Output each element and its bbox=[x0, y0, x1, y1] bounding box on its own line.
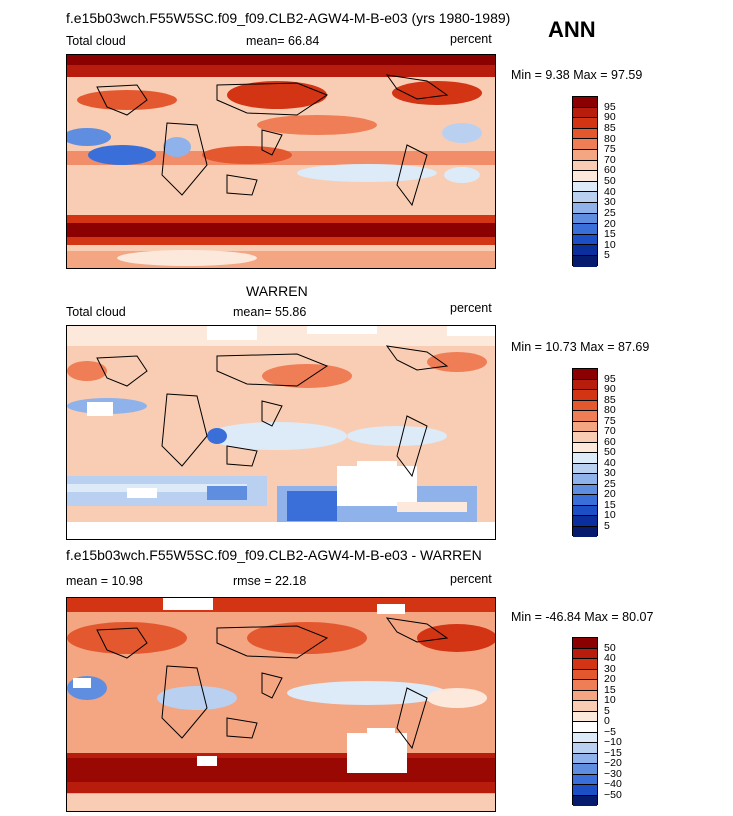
panel2-colorbar-tick: 95 bbox=[604, 372, 616, 385]
panel3-colorbar-tick: 40 bbox=[604, 652, 616, 664]
panel1-colorbar-tick: 25 bbox=[604, 206, 616, 219]
panel1-colorbar-tick: 10 bbox=[604, 238, 616, 251]
panel1-minmax: Min = 9.38 Max = 97.59 bbox=[511, 68, 643, 82]
panel2-colorbar-tick: 60 bbox=[604, 435, 616, 448]
panel3-colorbar-tick: 5 bbox=[604, 704, 610, 717]
panel3-units: percent bbox=[450, 572, 492, 586]
panel1-colorbar-tick: 20 bbox=[604, 217, 616, 230]
panel2-colorbar-tick: 10 bbox=[604, 509, 616, 521]
panel3-colorbar-tick: −15 bbox=[604, 746, 622, 759]
panel2-colorbar-tick: 90 bbox=[604, 383, 616, 395]
panel1-colorbar-tick: 90 bbox=[604, 111, 616, 124]
panel1-colorbar-tick: 60 bbox=[604, 164, 616, 177]
panel3-colorbar-tick: 10 bbox=[604, 694, 616, 706]
panel2-colorbar-tick: 85 bbox=[604, 393, 616, 406]
panel2-colorbar-tick: 75 bbox=[604, 414, 616, 427]
panel2-colorbar-tick: 5 bbox=[604, 519, 610, 532]
panel3-colorbar-tick: 30 bbox=[604, 662, 616, 675]
panel1-colorbar-tick: 95 bbox=[604, 100, 616, 113]
panel1-left-label: Total cloud bbox=[66, 34, 126, 48]
panel3-colorbar-tick: −10 bbox=[604, 736, 622, 748]
panel1-colorbar-tick: 75 bbox=[604, 143, 616, 156]
panel2-colorbar-tick: 50 bbox=[604, 446, 616, 458]
panel2-colorbar-tick: 15 bbox=[604, 498, 616, 511]
panel1-title: f.e15b03wch.F55W5SC.f09_f09.CLB2-AGW4-M-… bbox=[66, 10, 511, 26]
panel1-colorbar-tick: 70 bbox=[604, 153, 616, 166]
panel2-colorbar-tick: 30 bbox=[604, 467, 616, 479]
panel3-mean: mean = 10.98 bbox=[66, 574, 143, 588]
panel3-colorbar-tick: 15 bbox=[604, 683, 616, 696]
panel3-minmax: Min = -46.84 Max = 80.07 bbox=[511, 610, 654, 624]
panel2-colorbar-tick: 70 bbox=[604, 425, 616, 437]
panel2-minmax: Min = 10.73 Max = 87.69 bbox=[511, 340, 650, 354]
panel3-map bbox=[66, 597, 496, 812]
panel3-colorbar-tick: −40 bbox=[604, 778, 622, 790]
panel2-units: percent bbox=[450, 301, 492, 315]
panel3-colorbar-tick: 20 bbox=[604, 673, 616, 685]
panel1-colorbar-tick: 85 bbox=[604, 121, 616, 134]
panel1-colorbar-tick: 40 bbox=[604, 185, 616, 198]
panel1-colorbar-tick: 5 bbox=[604, 249, 610, 262]
panel2-mean: mean= 55.86 bbox=[233, 305, 307, 319]
panel1-colorbar-tick: 15 bbox=[604, 228, 616, 241]
panel2-colorbar-tick: 25 bbox=[604, 477, 616, 490]
panel3-colorbar-tick: −50 bbox=[604, 788, 622, 801]
panel1-colorbar-tick: 50 bbox=[604, 175, 616, 187]
panel1-colorbar bbox=[572, 96, 598, 267]
panel1-colorbar-tick: 80 bbox=[604, 132, 616, 145]
panel3-colorbar-tick: −5 bbox=[604, 725, 616, 738]
panel2-colorbar-tick: 80 bbox=[604, 404, 616, 416]
season-label: ANN bbox=[548, 17, 596, 42]
panel2-map bbox=[66, 325, 496, 540]
panel3-colorbar-tick: −30 bbox=[604, 767, 622, 780]
panel3-colorbar-tick: 0 bbox=[604, 715, 610, 727]
panel3-rmse: rmse = 22.18 bbox=[233, 574, 307, 588]
panel2-left-label: Total cloud bbox=[66, 305, 126, 319]
panel3-colorbar-tick: −20 bbox=[604, 757, 622, 769]
panel3-colorbar-tick: 50 bbox=[604, 641, 616, 654]
panel3-title: f.e15b03wch.F55W5SC.f09_f09.CLB2-AGW4-M-… bbox=[66, 547, 482, 563]
panel2-colorbar-tick: 20 bbox=[604, 488, 616, 500]
panel3-colorbar bbox=[572, 637, 598, 806]
panel2-colorbar-tick: 40 bbox=[604, 456, 616, 469]
panel1-mean: mean= 66.84 bbox=[246, 34, 320, 48]
panel2-title: WARREN bbox=[246, 283, 308, 299]
panel2-colorbar bbox=[572, 368, 598, 537]
panel1-map bbox=[66, 54, 496, 269]
panel1-colorbar-tick: 30 bbox=[604, 196, 616, 209]
panel1-units: percent bbox=[450, 32, 492, 46]
